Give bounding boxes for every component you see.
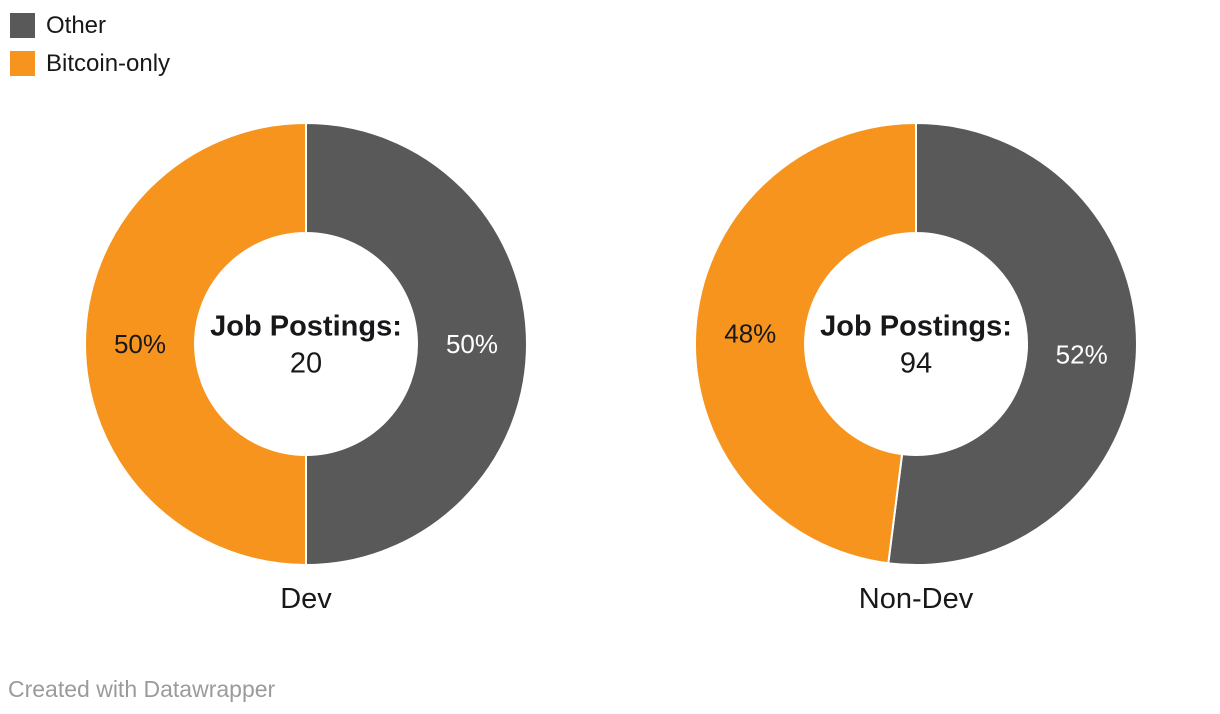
category-label-non-dev: Non-Dev [858, 583, 974, 615]
legend-swatch-other [10, 13, 35, 38]
pie-slice-other[interactable] [887, 122, 1138, 566]
pie-slice-label: 48% [724, 319, 776, 349]
legend-label-other: Other [46, 12, 107, 39]
donut-chart-dev: 50% 50% Job Postings: 20 Dev [84, 122, 528, 615]
legend: Other Bitcoin-only [10, 13, 170, 89]
donut-svg-non-dev: 52% 48% [694, 122, 1138, 566]
datawrapper-credit[interactable]: Created with Datawrapper [8, 676, 276, 702]
pie-slice-bitcoin-only[interactable] [84, 122, 307, 566]
pie-slice-other[interactable] [305, 122, 528, 566]
legend-item-other: Other [10, 13, 170, 38]
pie-slice-label: 50% [114, 329, 166, 359]
pie-slice-label: 50% [446, 329, 498, 359]
donut-chart-non-dev: 52% 48% Job Postings: 94 Non-Dev [694, 122, 1138, 615]
pie-slice-bitcoin-only[interactable] [694, 122, 917, 565]
pie-slice-label: 52% [1056, 339, 1108, 369]
legend-item-bitcoin-only: Bitcoin-only [10, 51, 170, 76]
legend-label-bitcoin-only: Bitcoin-only [46, 50, 171, 77]
legend-swatch-bitcoin-only [10, 51, 35, 76]
donut-svg-dev: 50% 50% [84, 122, 528, 566]
category-label-dev: Dev [280, 583, 332, 615]
